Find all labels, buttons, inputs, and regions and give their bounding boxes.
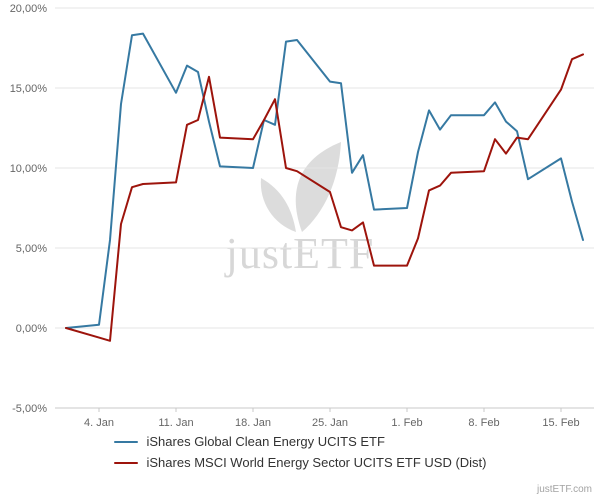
legend-item-0[interactable]: iShares Global Clean Energy UCITS ETF [113,434,385,449]
legend-item-1[interactable]: iShares MSCI World Energy Sector UCITS E… [113,455,487,470]
y-tick-label: 5,00% [16,243,47,255]
x-tick-label: 18. Jan [235,417,271,429]
x-tick-label: 8. Feb [468,417,499,429]
legend-label: iShares Global Clean Energy UCITS ETF [146,434,385,449]
y-tick-label: 10,00% [10,163,48,175]
series-line-1[interactable] [65,53,584,342]
y-tick-label: 20,00% [10,3,48,15]
x-tick-label: 4. Jan [84,417,114,429]
y-tick-label: 0,00% [16,323,47,335]
x-tick-label: 1. Feb [391,417,422,429]
brand-link[interactable]: justETF.com [536,484,592,495]
line-chart: 20,00% 15,00% 10,00% 5,00% 0,00% -5,00% 4. Jan… [10,3,594,429]
series-line-0[interactable] [65,32,584,329]
x-tick-label: 25. Jan [312,417,348,429]
legend-line-swatch [113,440,138,443]
legend-label: iShares MSCI World Energy Sector UCITS E… [146,455,487,470]
y-tick-label: 15,00% [10,83,48,95]
x-tick-label: 15. Feb [542,417,579,429]
legend-line-swatch [113,461,138,464]
chart-legend: iShares Global Clean Energy UCITS ETF iSh… [113,434,487,470]
y-tick-label: -5,00% [12,403,47,415]
x-tick-label: 11. Jan [158,417,193,429]
